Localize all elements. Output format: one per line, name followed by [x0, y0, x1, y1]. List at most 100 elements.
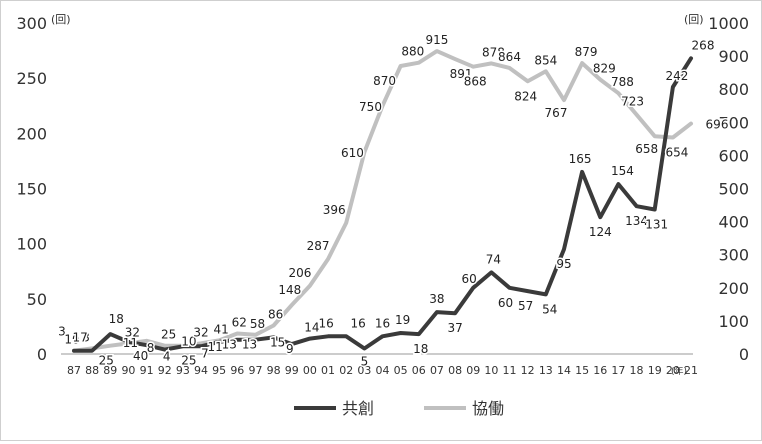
x-tick-label: 07 [430, 364, 444, 377]
x-tick-label: 13 [539, 364, 553, 377]
chart-series-lines [72, 49, 693, 353]
x-tick-label: 10 [484, 364, 498, 377]
right-tick-label: 900 [718, 47, 749, 66]
data-label: 19 [395, 313, 410, 327]
data-label: 788 [611, 75, 634, 89]
data-label: 206 [288, 266, 311, 280]
x-tick-label: 96 [230, 364, 244, 377]
data-label: 154 [611, 164, 634, 178]
x-tick-label: 04 [376, 364, 390, 377]
right-tick-label: 800 [718, 80, 749, 99]
x-tick-label: 11 [503, 364, 517, 377]
data-label: 18 [109, 312, 124, 326]
data-label: 10 [64, 333, 79, 347]
data-label: 658 [635, 142, 658, 156]
x-tick-label: 17 [611, 364, 625, 377]
right-tick-label: 1000 [708, 14, 749, 33]
data-label: 696 [706, 118, 729, 132]
x-tick-label: 95 [212, 364, 226, 377]
data-label: 38 [429, 292, 444, 306]
data-label: 58 [250, 317, 265, 331]
data-label: 134 [625, 214, 648, 228]
data-label: 95 [556, 257, 571, 271]
right-tick-label: 0 [739, 345, 749, 364]
data-label: 74 [486, 252, 501, 266]
x-tick-label: 87 [67, 364, 81, 377]
left-tick-label: 100 [16, 235, 47, 254]
data-label: 13 [222, 338, 237, 352]
x-tick-label: 98 [267, 364, 281, 377]
data-label: 60 [498, 296, 513, 310]
data-label: 4 [163, 350, 171, 364]
chart-legend: 共創 協働 [294, 399, 504, 418]
x-tick-label: 18 [630, 364, 644, 377]
data-label: 14 [304, 321, 319, 335]
x-tick-label: 94 [194, 364, 208, 377]
data-label: 25 [99, 354, 114, 368]
data-label: 870 [373, 74, 396, 88]
data-label: 32 [125, 325, 140, 339]
data-label: 824 [514, 89, 537, 103]
data-label: 18 [413, 342, 428, 356]
data-label: 3 [82, 331, 90, 345]
left-tick-label: 50 [27, 290, 47, 309]
data-label: 878 [482, 45, 505, 59]
data-label: 723 [621, 95, 644, 109]
right-tick-label: 600 [718, 146, 749, 165]
x-tick-label: 93 [176, 364, 190, 377]
legend-label: 共創 [342, 399, 374, 418]
data-label: 242 [665, 69, 688, 83]
left-tick-label: 300 [16, 14, 47, 33]
data-label: 16 [351, 316, 366, 330]
data-label: 86 [268, 308, 283, 322]
series-line-kyodo [72, 49, 693, 353]
right-tick-label: 300 [718, 246, 749, 265]
x-axis-unit: (年) [671, 365, 687, 377]
data-label: 5 [361, 355, 369, 369]
x-tick-label: 90 [121, 364, 135, 377]
x-tick-label: 05 [394, 364, 408, 377]
data-label: 864 [498, 50, 521, 64]
left-tick-label: 200 [16, 124, 47, 143]
data-label: 41 [214, 322, 229, 336]
series-line-kyoso [72, 56, 693, 353]
x-tick-label: 99 [285, 364, 299, 377]
data-label: 32 [193, 325, 208, 339]
x-tick-label: 15 [575, 364, 589, 377]
data-label: 25 [161, 328, 176, 342]
x-tick-label: 01 [321, 364, 335, 377]
data-label: 750 [359, 100, 382, 114]
x-tick-label: 08 [448, 364, 462, 377]
right-tick-label: 700 [718, 113, 749, 132]
x-tick-label: 19 [648, 364, 662, 377]
data-label: 11 [123, 336, 138, 350]
data-label: 11 [208, 340, 223, 354]
right-tick-label: 100 [718, 312, 749, 331]
data-label: 287 [307, 239, 330, 253]
data-label: 165 [569, 152, 592, 166]
data-label: 3 [58, 325, 66, 339]
x-tick-label: 89 [103, 364, 117, 377]
data-label: 17 [72, 330, 87, 344]
x-tick-label: 00 [303, 364, 317, 377]
data-label: 60 [462, 272, 477, 286]
x-tick-label: 16 [593, 364, 607, 377]
data-label: 915 [425, 33, 448, 47]
right-tick-label: 200 [718, 279, 749, 298]
data-label: 891 [450, 67, 473, 81]
left-axis-unit: (回) [51, 13, 71, 26]
right-axis-unit: (回) [684, 13, 704, 26]
data-label: 40 [133, 349, 148, 363]
data-label: 9 [286, 342, 294, 356]
x-tick-label: 09 [466, 364, 480, 377]
data-label: 268 [692, 38, 715, 52]
right-tick-label: 400 [718, 213, 749, 232]
data-label: 15 [270, 335, 285, 349]
data-label: 54 [542, 302, 557, 316]
data-label: 10 [181, 334, 196, 348]
data-label: 8 [147, 341, 155, 355]
x-tick-label: 03 [357, 364, 371, 377]
